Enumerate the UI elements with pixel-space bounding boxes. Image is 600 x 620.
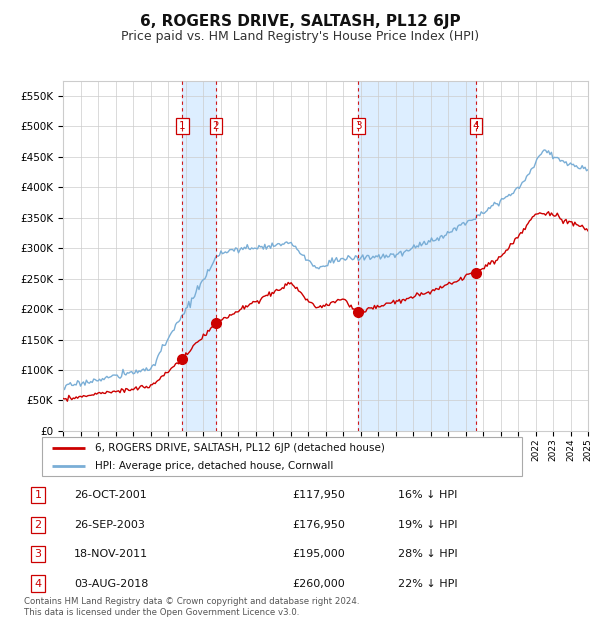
Text: 6, ROGERS DRIVE, SALTASH, PL12 6JP (detached house): 6, ROGERS DRIVE, SALTASH, PL12 6JP (deta… <box>95 443 385 453</box>
Text: £176,950: £176,950 <box>292 520 345 529</box>
Text: 03-AUG-2018: 03-AUG-2018 <box>74 578 149 588</box>
Bar <box>182 81 216 431</box>
Text: 4: 4 <box>34 578 41 588</box>
Text: HPI: Average price, detached house, Cornwall: HPI: Average price, detached house, Corn… <box>95 461 333 471</box>
Text: 19% ↓ HPI: 19% ↓ HPI <box>398 520 457 529</box>
Text: Contains HM Land Registry data © Crown copyright and database right 2024.
This d: Contains HM Land Registry data © Crown c… <box>24 598 359 617</box>
Bar <box>358 81 476 431</box>
Text: 26-OCT-2001: 26-OCT-2001 <box>74 490 147 500</box>
Text: 28% ↓ HPI: 28% ↓ HPI <box>398 549 457 559</box>
Text: 26-SEP-2003: 26-SEP-2003 <box>74 520 145 529</box>
Text: Price paid vs. HM Land Registry's House Price Index (HPI): Price paid vs. HM Land Registry's House … <box>121 30 479 43</box>
Text: 3: 3 <box>34 549 41 559</box>
Text: 2: 2 <box>212 122 219 131</box>
Text: 4: 4 <box>473 122 479 131</box>
Text: 18-NOV-2011: 18-NOV-2011 <box>74 549 148 559</box>
Text: £195,000: £195,000 <box>292 549 344 559</box>
Text: 16% ↓ HPI: 16% ↓ HPI <box>398 490 457 500</box>
Text: 2: 2 <box>34 520 41 529</box>
Text: £117,950: £117,950 <box>292 490 345 500</box>
Text: 22% ↓ HPI: 22% ↓ HPI <box>398 578 457 588</box>
FancyBboxPatch shape <box>42 437 522 476</box>
Text: 1: 1 <box>179 122 185 131</box>
Text: 6, ROGERS DRIVE, SALTASH, PL12 6JP: 6, ROGERS DRIVE, SALTASH, PL12 6JP <box>140 14 460 29</box>
Text: 1: 1 <box>34 490 41 500</box>
Text: 3: 3 <box>355 122 362 131</box>
Text: £260,000: £260,000 <box>292 578 344 588</box>
